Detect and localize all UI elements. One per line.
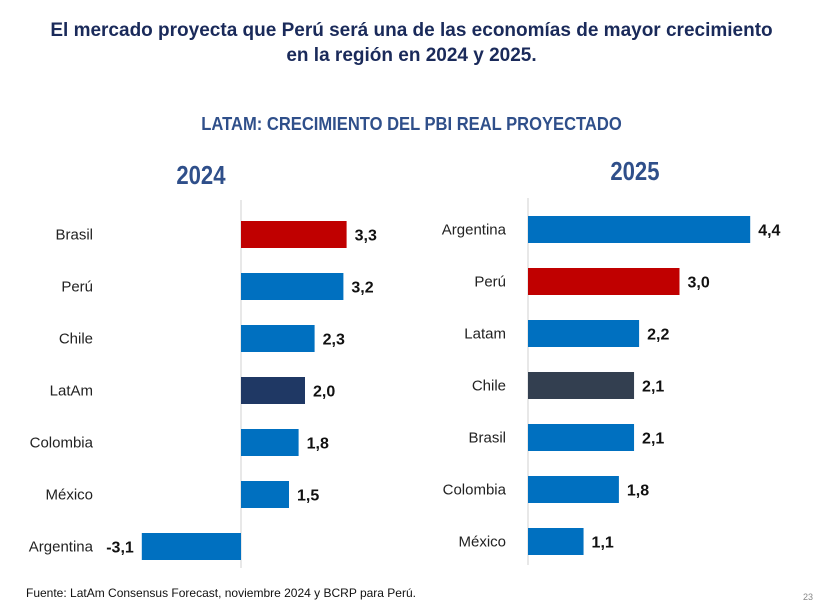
- bar-perú: [528, 268, 680, 295]
- category-label: Chile: [472, 378, 506, 395]
- data-label: 2,1: [642, 379, 664, 396]
- category-label: Argentina: [442, 222, 507, 239]
- bar-méxico: [528, 528, 584, 555]
- bar-argentina: [141, 533, 241, 560]
- chart-2025: Argentina 4,4 Perú 3,0 Latam 2,2 Chile 2,1 Brasi…: [442, 198, 781, 565]
- bar-méxico: [241, 481, 289, 508]
- category-label: Perú: [474, 274, 506, 291]
- data-label: -3,1: [106, 540, 134, 557]
- category-label: Brasil: [468, 430, 506, 447]
- bar-brasil: [241, 221, 347, 248]
- chart-title-2025: 2025: [610, 156, 660, 186]
- data-label: 3,2: [351, 280, 373, 297]
- chart-subtitle: LATAM: CRECIMIENTO DEL PBI REAL PROYECTA…: [201, 114, 622, 134]
- data-label: 1,8: [627, 483, 649, 500]
- data-label: 1,1: [592, 535, 614, 552]
- category-label: Perú: [61, 279, 93, 296]
- page-number: 23: [802, 592, 813, 602]
- data-label: 2,1: [642, 431, 664, 448]
- category-label: México: [45, 487, 93, 504]
- source-note: Fuente: LatAm Consensus Forecast, noviem…: [26, 586, 416, 600]
- bar-argentina: [528, 216, 751, 243]
- category-label: Latam: [464, 326, 506, 343]
- data-label: 3,3: [355, 228, 377, 245]
- category-label: Chile: [59, 331, 93, 348]
- headline-line-2: en la región en 2024 y 2025.: [286, 45, 537, 66]
- bar-brasil: [528, 424, 635, 451]
- category-label: Colombia: [443, 482, 507, 499]
- data-label: 2,3: [323, 332, 345, 349]
- data-label: 1,5: [297, 488, 319, 505]
- bar-perú: [241, 273, 344, 300]
- category-label: Brasil: [55, 227, 93, 244]
- category-label: Colombia: [30, 435, 94, 452]
- headline-line-1: El mercado proyecta que Perú será una de…: [50, 20, 773, 41]
- data-label: 1,8: [307, 436, 329, 453]
- category-label: Argentina: [29, 539, 94, 556]
- bar-colombia: [528, 476, 619, 503]
- bar-chile: [528, 372, 635, 399]
- bar-colombia: [241, 429, 299, 456]
- data-label: 2,0: [313, 384, 335, 401]
- chart-2024: Brasil 3,3 Perú 3,2 Chile 2,3 LatAm 2,0 Colombia…: [29, 200, 377, 568]
- category-label: México: [458, 534, 506, 551]
- data-label: 2,2: [647, 327, 669, 344]
- category-label: LatAm: [50, 383, 93, 400]
- bar-latam: [241, 377, 305, 404]
- headline: El mercado proyecta que Perú será una de…: [0, 18, 823, 68]
- data-label: 3,0: [688, 275, 710, 292]
- bar-latam: [528, 320, 640, 347]
- data-label: 4,4: [758, 223, 780, 240]
- bar-chile: [241, 325, 315, 352]
- chart-title-2024: 2024: [176, 160, 226, 190]
